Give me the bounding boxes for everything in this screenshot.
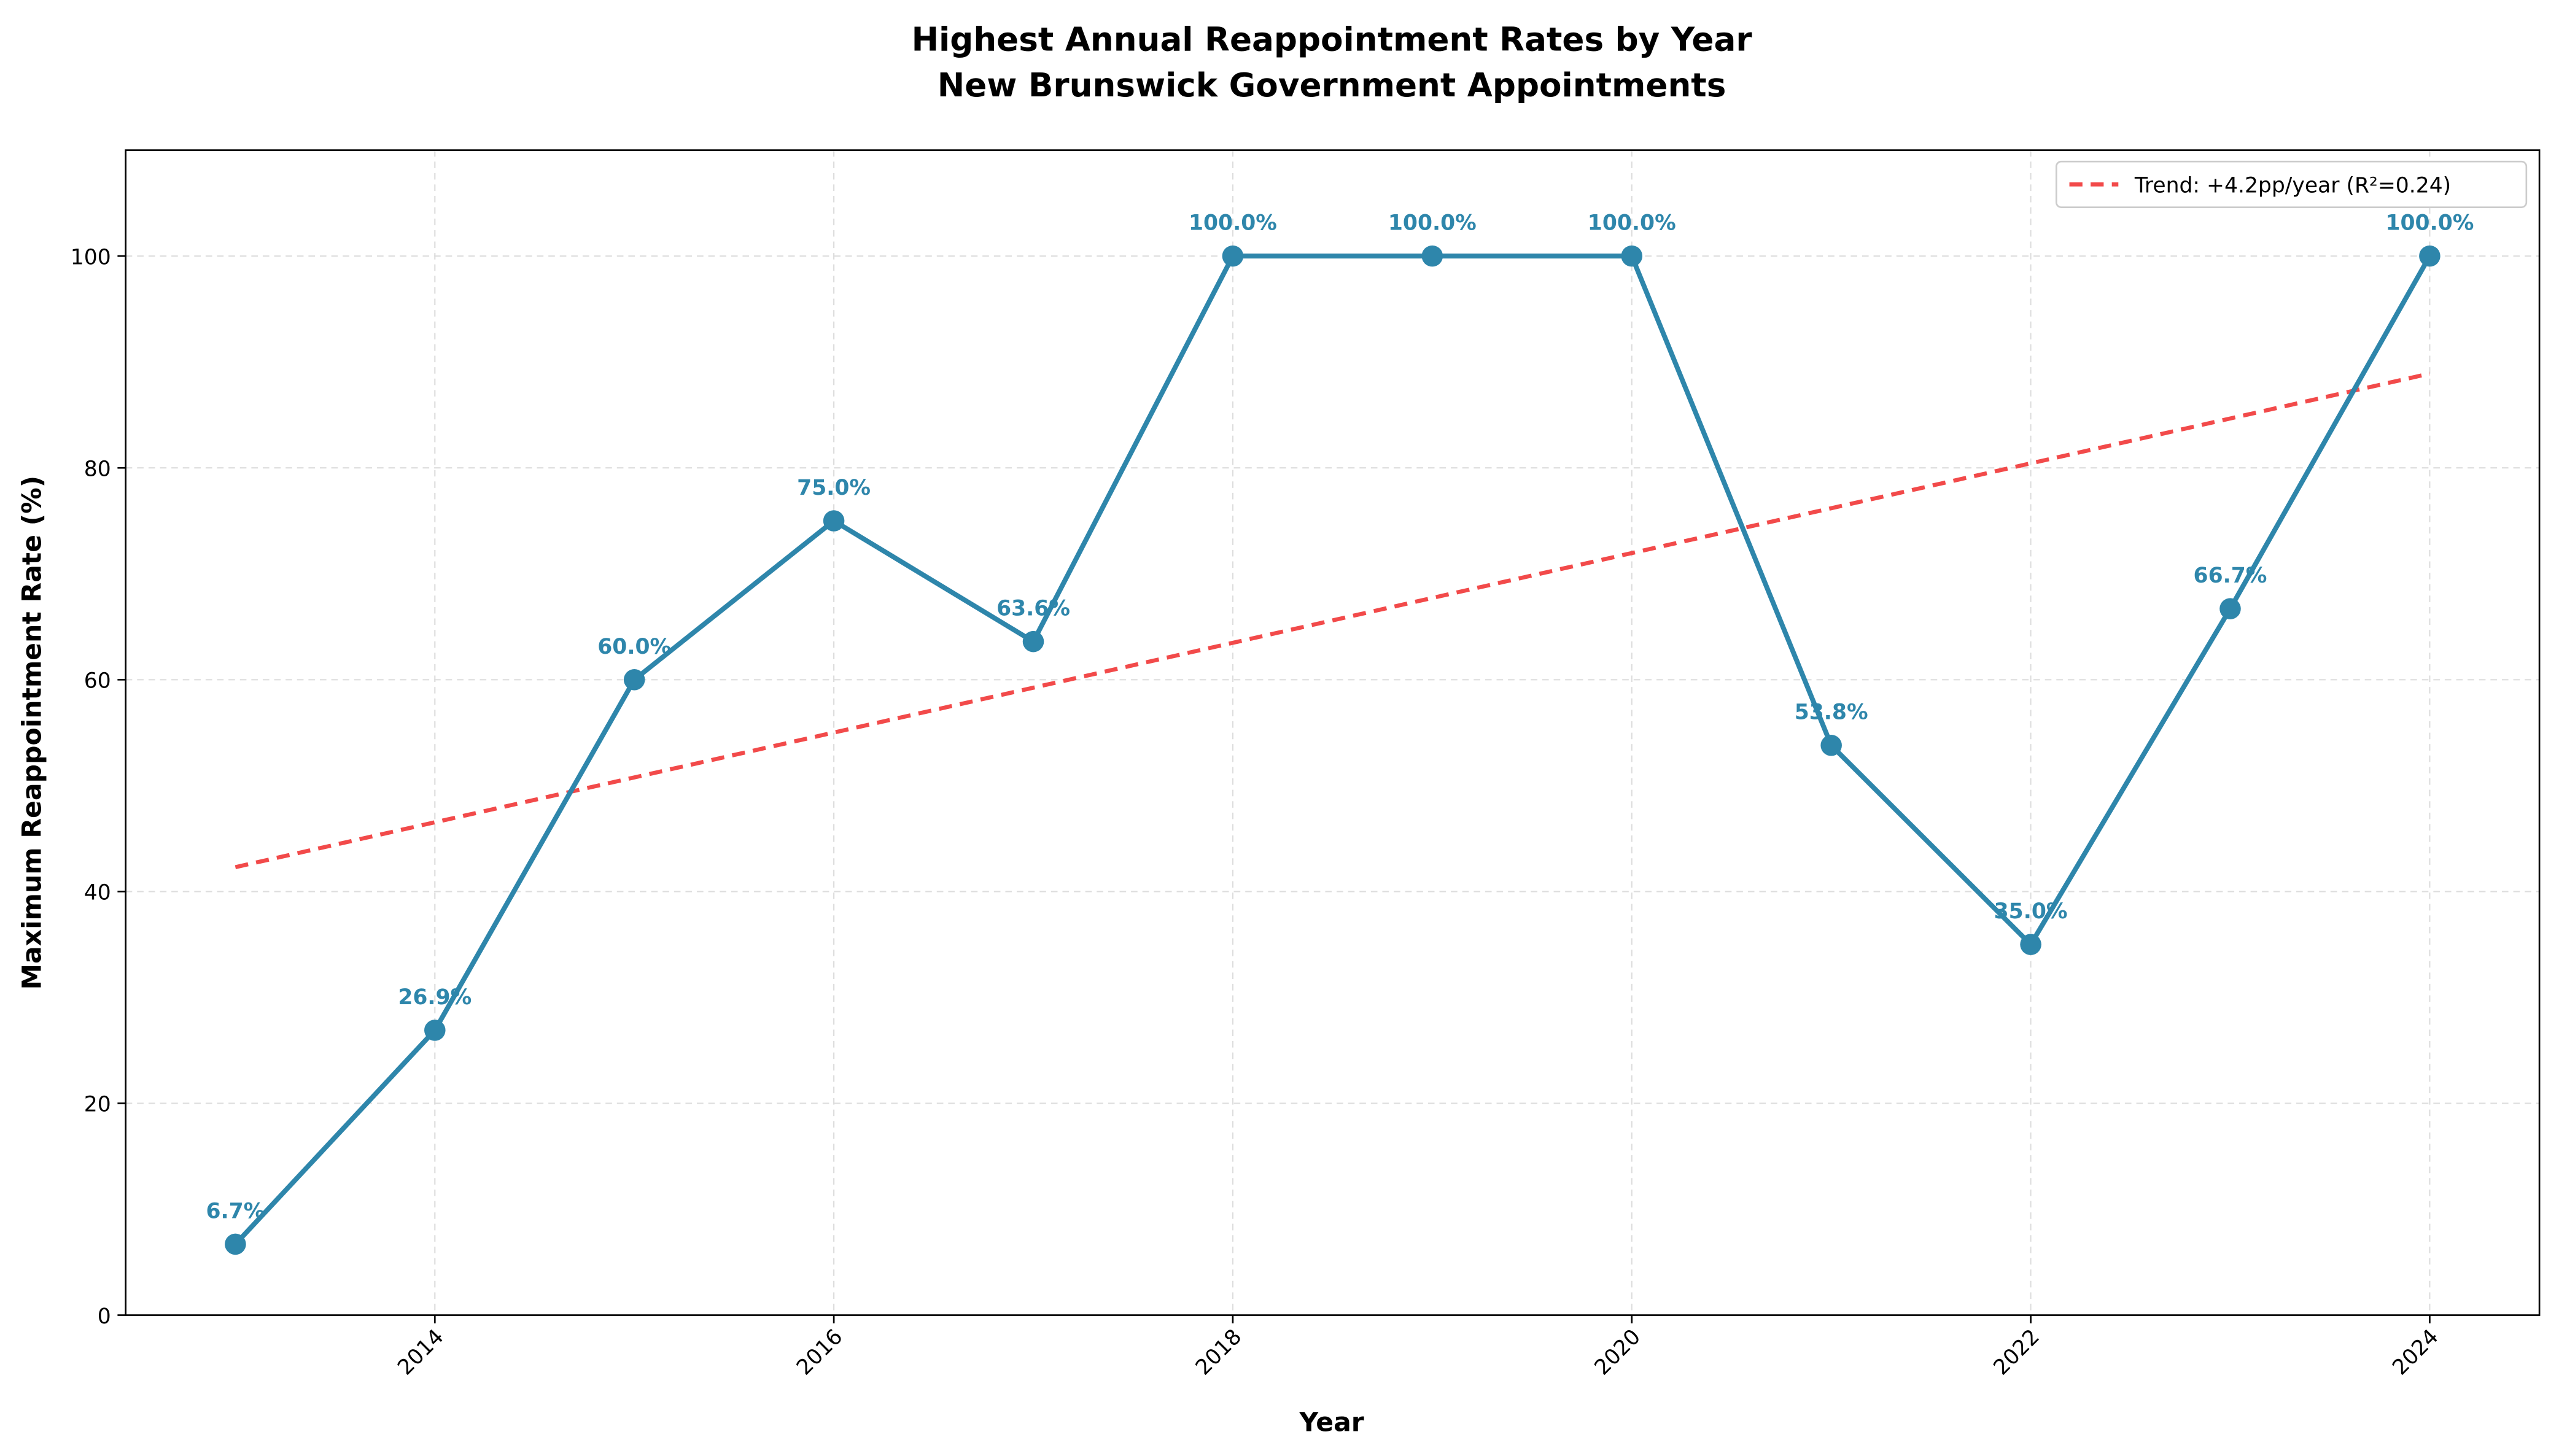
data-label: 6.7% — [206, 1199, 265, 1223]
data-label: 75.0% — [797, 476, 871, 500]
legend-label: Trend: +4.2pp/year (R²=0.24) — [2134, 174, 2451, 198]
x-tick-label: 2024 — [2388, 1325, 2443, 1380]
data-label: 66.7% — [2194, 563, 2267, 588]
y-tick-label: 40 — [84, 881, 111, 905]
data-label: 100.0% — [2385, 211, 2474, 236]
data-point — [1222, 245, 1244, 267]
x-tick-label: 2018 — [1191, 1325, 1246, 1380]
data-point — [623, 669, 645, 691]
data-label: 100.0% — [1588, 211, 1676, 236]
data-label: 60.0% — [597, 635, 671, 659]
data-point — [424, 1020, 446, 1041]
data-point — [2020, 934, 2041, 955]
x-tick-label: 2022 — [1989, 1325, 2044, 1380]
x-axis-label: Year — [1299, 1408, 1364, 1438]
x-tick-label: 2014 — [393, 1325, 448, 1380]
data-line — [233, 254, 2432, 1246]
data-label: 53.8% — [1795, 700, 1868, 725]
legend-box — [2055, 160, 2528, 208]
data-label: 63.6% — [996, 597, 1070, 621]
data-point — [2219, 598, 2241, 619]
x-tick-label: 2016 — [792, 1325, 847, 1380]
trend-line — [235, 371, 2431, 869]
data-label: 35.0% — [1994, 899, 2068, 924]
plot-frame — [125, 149, 2541, 1316]
data-point — [1621, 245, 1643, 267]
y-axis-label: Maximum Reappointment Rate (%) — [17, 476, 47, 990]
chart-title: Highest Annual Reappointment Rates by Ye… — [912, 20, 1753, 58]
y-tick-label: 20 — [84, 1093, 111, 1117]
y-tick-label: 80 — [84, 457, 111, 482]
data-label: 26.9% — [398, 985, 472, 1010]
chart-subtitle: New Brunswick Government Appointments — [938, 66, 1726, 104]
data-label: 100.0% — [1189, 211, 1277, 236]
data-point — [1022, 630, 1044, 652]
y-tick-label: 60 — [84, 669, 111, 694]
x-tick-label: 2020 — [1590, 1325, 1645, 1380]
data-point — [1421, 245, 1443, 267]
y-tick-label: 0 — [98, 1304, 111, 1329]
data-point — [2419, 245, 2441, 267]
data-point — [1820, 735, 1842, 756]
y-tick-label: 100 — [71, 245, 111, 269]
data-point — [225, 1233, 246, 1255]
data-label: 100.0% — [1388, 211, 1477, 236]
data-point — [823, 510, 845, 532]
